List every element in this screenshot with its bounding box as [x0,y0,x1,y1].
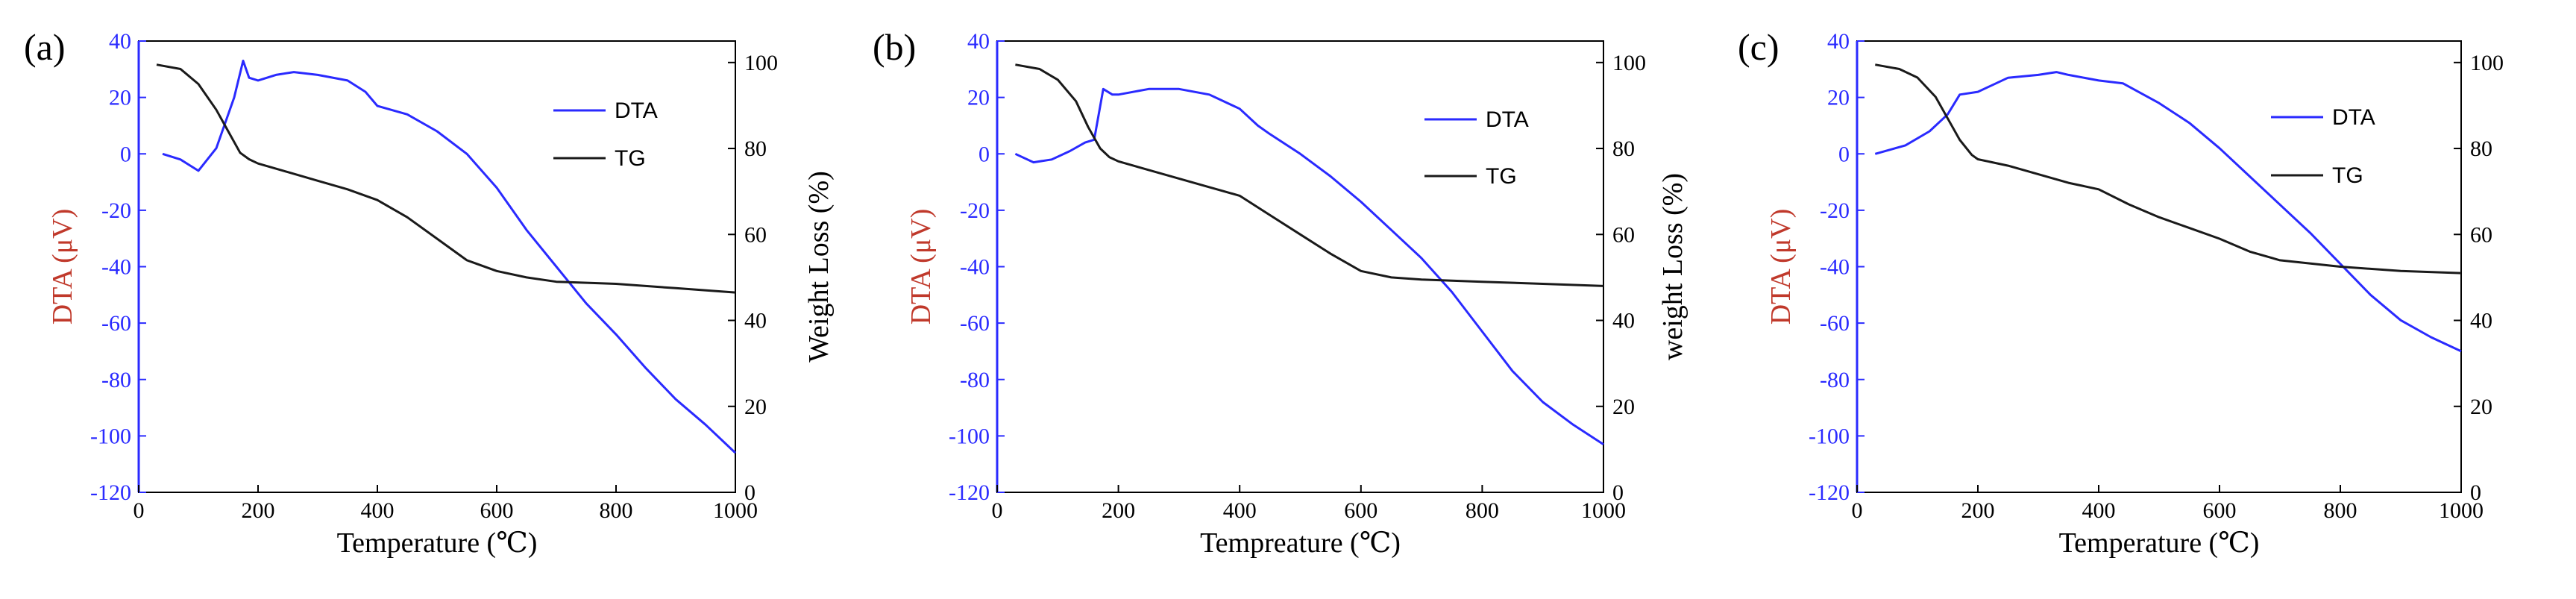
right-tick-label: 80 [1612,137,1635,161]
right-tick-label: 60 [744,222,767,247]
left-tick-label: 40 [109,29,131,54]
series-line-dta [162,60,737,454]
left-tick-label: -40 [960,255,990,280]
x-tick-label: 800 [1466,498,1499,523]
series-line-tg [1875,63,2462,275]
x-tick-label: 0 [1852,498,1863,523]
right-tick-label: 80 [744,137,767,161]
left-tick-label: -80 [101,368,131,392]
right-tick-label: 60 [1612,222,1635,247]
x-tick-label: 200 [242,498,275,523]
right-axis-label: weight Loss (%) [1657,173,1688,360]
right-tick-label: 100 [1612,51,1646,75]
left-tick-label: -20 [1820,198,1850,223]
left-tick-label: 0 [120,142,131,166]
right-tick-label: 0 [2470,480,2481,505]
x-tick-label: 400 [361,498,395,523]
panel-label: (c) [1738,26,1779,68]
right-tick-label: 0 [744,480,755,505]
left-axis-label: DTA (μV) [905,209,937,325]
right-tick-label: 40 [744,309,767,333]
left-axis-label: DTA (μV) [47,209,78,325]
right-tick-label: 80 [2470,137,2492,161]
left-tick-label: -40 [101,255,131,280]
right-tick-label: 100 [744,51,778,75]
left-tick-label: -80 [1820,368,1850,392]
series-line-tg [1015,63,1604,287]
x-axis-label: Temperature (℃) [337,527,538,559]
left-tick-label: -120 [90,480,131,505]
right-axis-label: Weight Loss (%) [803,171,835,363]
x-axis-label: Temperature (℃) [2059,527,2260,559]
x-tick-label: 0 [992,498,1003,523]
x-tick-label: 1000 [1581,498,1626,523]
right-tick-label: 60 [2470,222,2492,247]
x-tick-label: 0 [133,498,145,523]
x-tick-label: 800 [2324,498,2357,523]
x-tick-label: 1000 [2439,498,2484,523]
x-tick-label: 600 [480,498,514,523]
left-tick-label: 20 [1827,86,1850,110]
x-tick-label: 1000 [713,498,758,523]
right-tick-label: 20 [744,395,767,419]
left-tick-label: 20 [109,86,131,110]
series-line-dta [1014,87,1604,445]
left-tick-label: 40 [1827,29,1850,54]
right-tick-label: 20 [1612,395,1635,419]
right-tick-label: 40 [1612,309,1635,333]
left-tick-label: -120 [1809,480,1850,505]
legend-label-tg: TG [1486,164,1517,189]
x-tick-label: 600 [1344,498,1377,523]
left-tick-label: -20 [960,198,990,223]
series-line-tg [156,63,736,294]
left-tick-label: -40 [1820,255,1850,280]
x-tick-label: 400 [1223,498,1257,523]
x-tick-label: 600 [2203,498,2237,523]
right-tick-label: 20 [2470,395,2492,419]
panel-label: (a) [24,26,66,68]
x-tick-label: 200 [1102,498,1135,523]
left-tick-label: -20 [101,198,131,223]
left-tick-label: -60 [101,311,131,336]
legend-label-tg: TG [615,146,646,171]
legend-label-tg: TG [2332,163,2363,188]
left-tick-label: 0 [1838,142,1850,166]
legend-label-dta: DTA [615,98,658,123]
right-tick-label: 40 [2470,309,2492,333]
left-tick-label: 40 [967,29,990,54]
x-tick-label: 200 [1961,498,1995,523]
left-tick-label: -60 [1820,311,1850,336]
x-axis-label: Tempreature (℃) [1200,527,1401,559]
left-tick-label: 0 [978,142,990,166]
legend-label-dta: DTA [2332,105,2375,130]
left-tick-label: 20 [967,86,990,110]
right-tick-label: 100 [2470,51,2504,75]
legend-label-dta: DTA [1486,107,1529,132]
left-tick-label: -100 [1809,424,1850,448]
right-tick-label: 0 [1612,480,1624,505]
panel-label: (b) [873,26,916,68]
left-axis-label: DTA (μV) [1765,209,1797,325]
left-tick-label: -100 [949,424,990,448]
left-tick-label: -60 [960,311,990,336]
x-tick-label: 400 [2082,498,2116,523]
series-line-dta [1874,71,2462,353]
x-tick-label: 800 [600,498,633,523]
left-tick-label: -120 [949,480,990,505]
left-tick-label: -80 [960,368,990,392]
left-tick-label: -100 [90,424,131,448]
